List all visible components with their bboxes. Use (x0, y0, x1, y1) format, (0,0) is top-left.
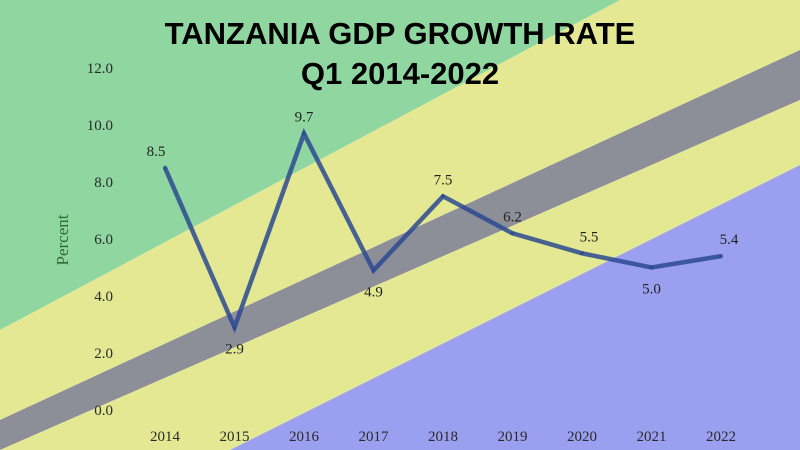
data-label: 5.0 (642, 282, 661, 298)
data-point (302, 131, 306, 136)
y-tick-label: 12.0 (87, 61, 113, 77)
x-tick-label: 2022 (706, 429, 736, 445)
data-point (719, 254, 723, 259)
x-tick-label: 2021 (637, 429, 667, 445)
y-tick-label: 4.0 (94, 289, 113, 305)
y-axis-ticks: 0.0 2.0 4.0 6.0 8.0 10.0 12.0 (87, 61, 113, 419)
data-point (649, 265, 654, 270)
data-point (580, 251, 584, 256)
y-axis-label: Percent (53, 214, 72, 265)
y-tick-label: 6.0 (94, 232, 113, 248)
data-label: 6.2 (503, 209, 522, 225)
x-tick-label: 2015 (220, 429, 250, 445)
data-label: 2.9 (225, 341, 244, 357)
flag-dark-band (0, 50, 800, 450)
x-tick-label: 2018 (428, 429, 458, 445)
flag-yellow-band (0, 0, 800, 420)
data-label: 7.5 (434, 172, 453, 188)
data-label: 5.4 (720, 232, 739, 248)
data-label: 4.9 (364, 284, 383, 300)
data-label: 8.5 (147, 144, 166, 160)
x-tick-label: 2014 (150, 429, 181, 445)
flag-blue-area (230, 165, 800, 450)
x-tick-label: 2016 (289, 429, 320, 445)
gdp-series (162, 127, 723, 334)
data-labels: 8.5 2.9 9.7 4.9 7.5 6.2 5.5 5.0 5.4 (147, 110, 739, 358)
x-tick-label: 2020 (567, 429, 597, 445)
data-point (371, 268, 376, 273)
flag-yellow-band-lower (0, 100, 800, 450)
data-label: 5.5 (580, 229, 599, 245)
chart-title-line-1: TANZANIA GDP GROWTH RATE (165, 16, 636, 51)
y-tick-label: 0.0 (94, 403, 113, 419)
y-tick-label: 2.0 (94, 346, 113, 362)
data-point (441, 194, 445, 199)
data-point (232, 325, 237, 330)
x-tick-label: 2017 (359, 429, 390, 445)
x-tick-label: 2019 (498, 429, 528, 445)
chart-title-line-2: Q1 2014-2022 (301, 56, 499, 91)
data-label: 9.7 (295, 110, 314, 126)
y-tick-label: 8.0 (94, 175, 113, 191)
y-tick-label: 10.0 (87, 118, 113, 134)
data-point (163, 165, 167, 170)
x-axis-ticks: 2014 2015 2016 2017 2018 2019 2020 2021 2022 (150, 429, 736, 445)
data-point (510, 231, 515, 236)
